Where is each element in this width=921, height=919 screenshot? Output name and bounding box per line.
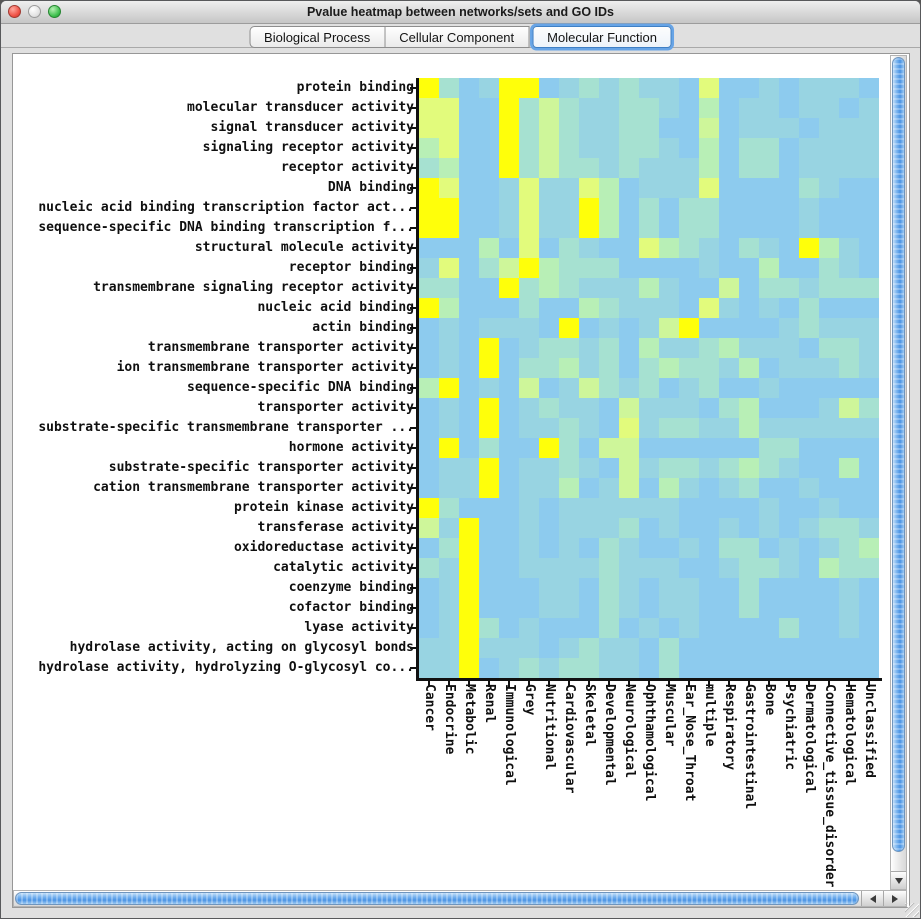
scroll-right-button[interactable] [883, 891, 906, 906]
content-panel [12, 53, 910, 908]
zoom-icon[interactable] [48, 5, 61, 18]
close-icon[interactable] [8, 5, 21, 18]
horizontal-scrollbar[interactable] [13, 890, 907, 907]
down-arrow-icon [894, 877, 903, 884]
tab-cellular-component[interactable]: Cellular Component [385, 26, 530, 48]
tab-molecular-function[interactable]: Molecular Function [532, 26, 672, 48]
traffic-lights [8, 5, 61, 18]
vertical-scrollbar[interactable] [890, 55, 907, 890]
scroll-left-button[interactable] [861, 891, 884, 906]
resize-grip-icon[interactable] [905, 903, 919, 917]
left-arrow-icon [870, 894, 876, 903]
title-bar: Pvalue heatmap between networks/sets and… [1, 1, 920, 24]
scroll-down-button[interactable] [891, 871, 906, 889]
right-arrow-icon [892, 894, 898, 903]
vertical-scrollbar-thumb[interactable] [892, 57, 905, 852]
horizontal-scrollbar-thumb[interactable] [15, 892, 859, 905]
window-title: Pvalue heatmap between networks/sets and… [306, 5, 615, 19]
minimize-icon[interactable] [28, 5, 41, 18]
tab-bar: Biological Process Cellular Component Mo… [249, 26, 672, 48]
tab-biological-process[interactable]: Biological Process [249, 26, 386, 48]
